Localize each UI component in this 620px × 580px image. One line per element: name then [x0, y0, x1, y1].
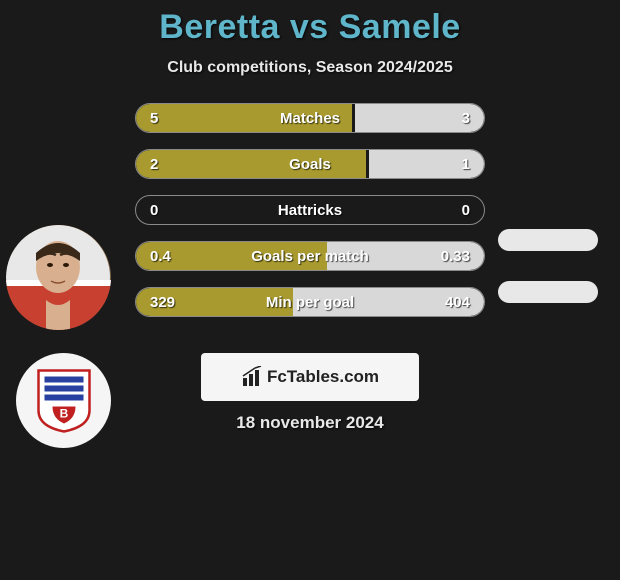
stat-label: Goals: [289, 156, 331, 173]
subtitle: Club competitions, Season 2024/2025: [0, 59, 620, 77]
stat-right-value: 3: [462, 110, 470, 127]
stat-right-value: 1: [462, 156, 470, 173]
fctables-logo[interactable]: FcTables.com: [201, 353, 419, 401]
stat-left-value: 5: [150, 110, 158, 127]
stats-area: B 5Matches32Goals10Hattricks00.4Goals pe…: [0, 103, 620, 343]
side-pill: [498, 229, 598, 251]
stat-left-value: 0: [150, 202, 158, 219]
stat-row: 2 Goals 1: [135, 149, 485, 179]
stat-left-value: 0.4: [150, 248, 171, 265]
stat-rows-container: 5 Matches 3 2 Goals 1 0 Hattricks 0 0.4 Goals per …: [135, 103, 485, 333]
player1-avatar: [6, 225, 111, 330]
stat-row: 329 Min per goal 404: [135, 287, 485, 317]
stat-label: Hattricks: [278, 202, 342, 219]
stat-left-value: 329: [150, 294, 175, 311]
stat-right-value: 0: [462, 202, 470, 219]
stat-left-value: 2: [150, 156, 158, 173]
stat-label: Goals per match: [251, 248, 369, 265]
stat-label: Matches: [280, 110, 340, 127]
stat-right-value: 0.33: [441, 248, 470, 265]
svg-text:B: B: [59, 406, 68, 420]
logo-text: FcTables.com: [267, 367, 379, 387]
stat-row: 0 Hattricks 0: [135, 195, 485, 225]
stat-label: Min per goal: [266, 294, 354, 311]
side-pill: [498, 281, 598, 303]
stat-row: 5 Matches 3: [135, 103, 485, 133]
player2-club-badge: B: [16, 353, 111, 448]
stat-row: 0.4 Goals per match 0.33: [135, 241, 485, 271]
page-title: Beretta vs Samele: [0, 8, 620, 47]
stat-left-fill: [136, 150, 366, 178]
chart-icon: [241, 366, 263, 388]
stat-right-value: 404: [445, 294, 470, 311]
